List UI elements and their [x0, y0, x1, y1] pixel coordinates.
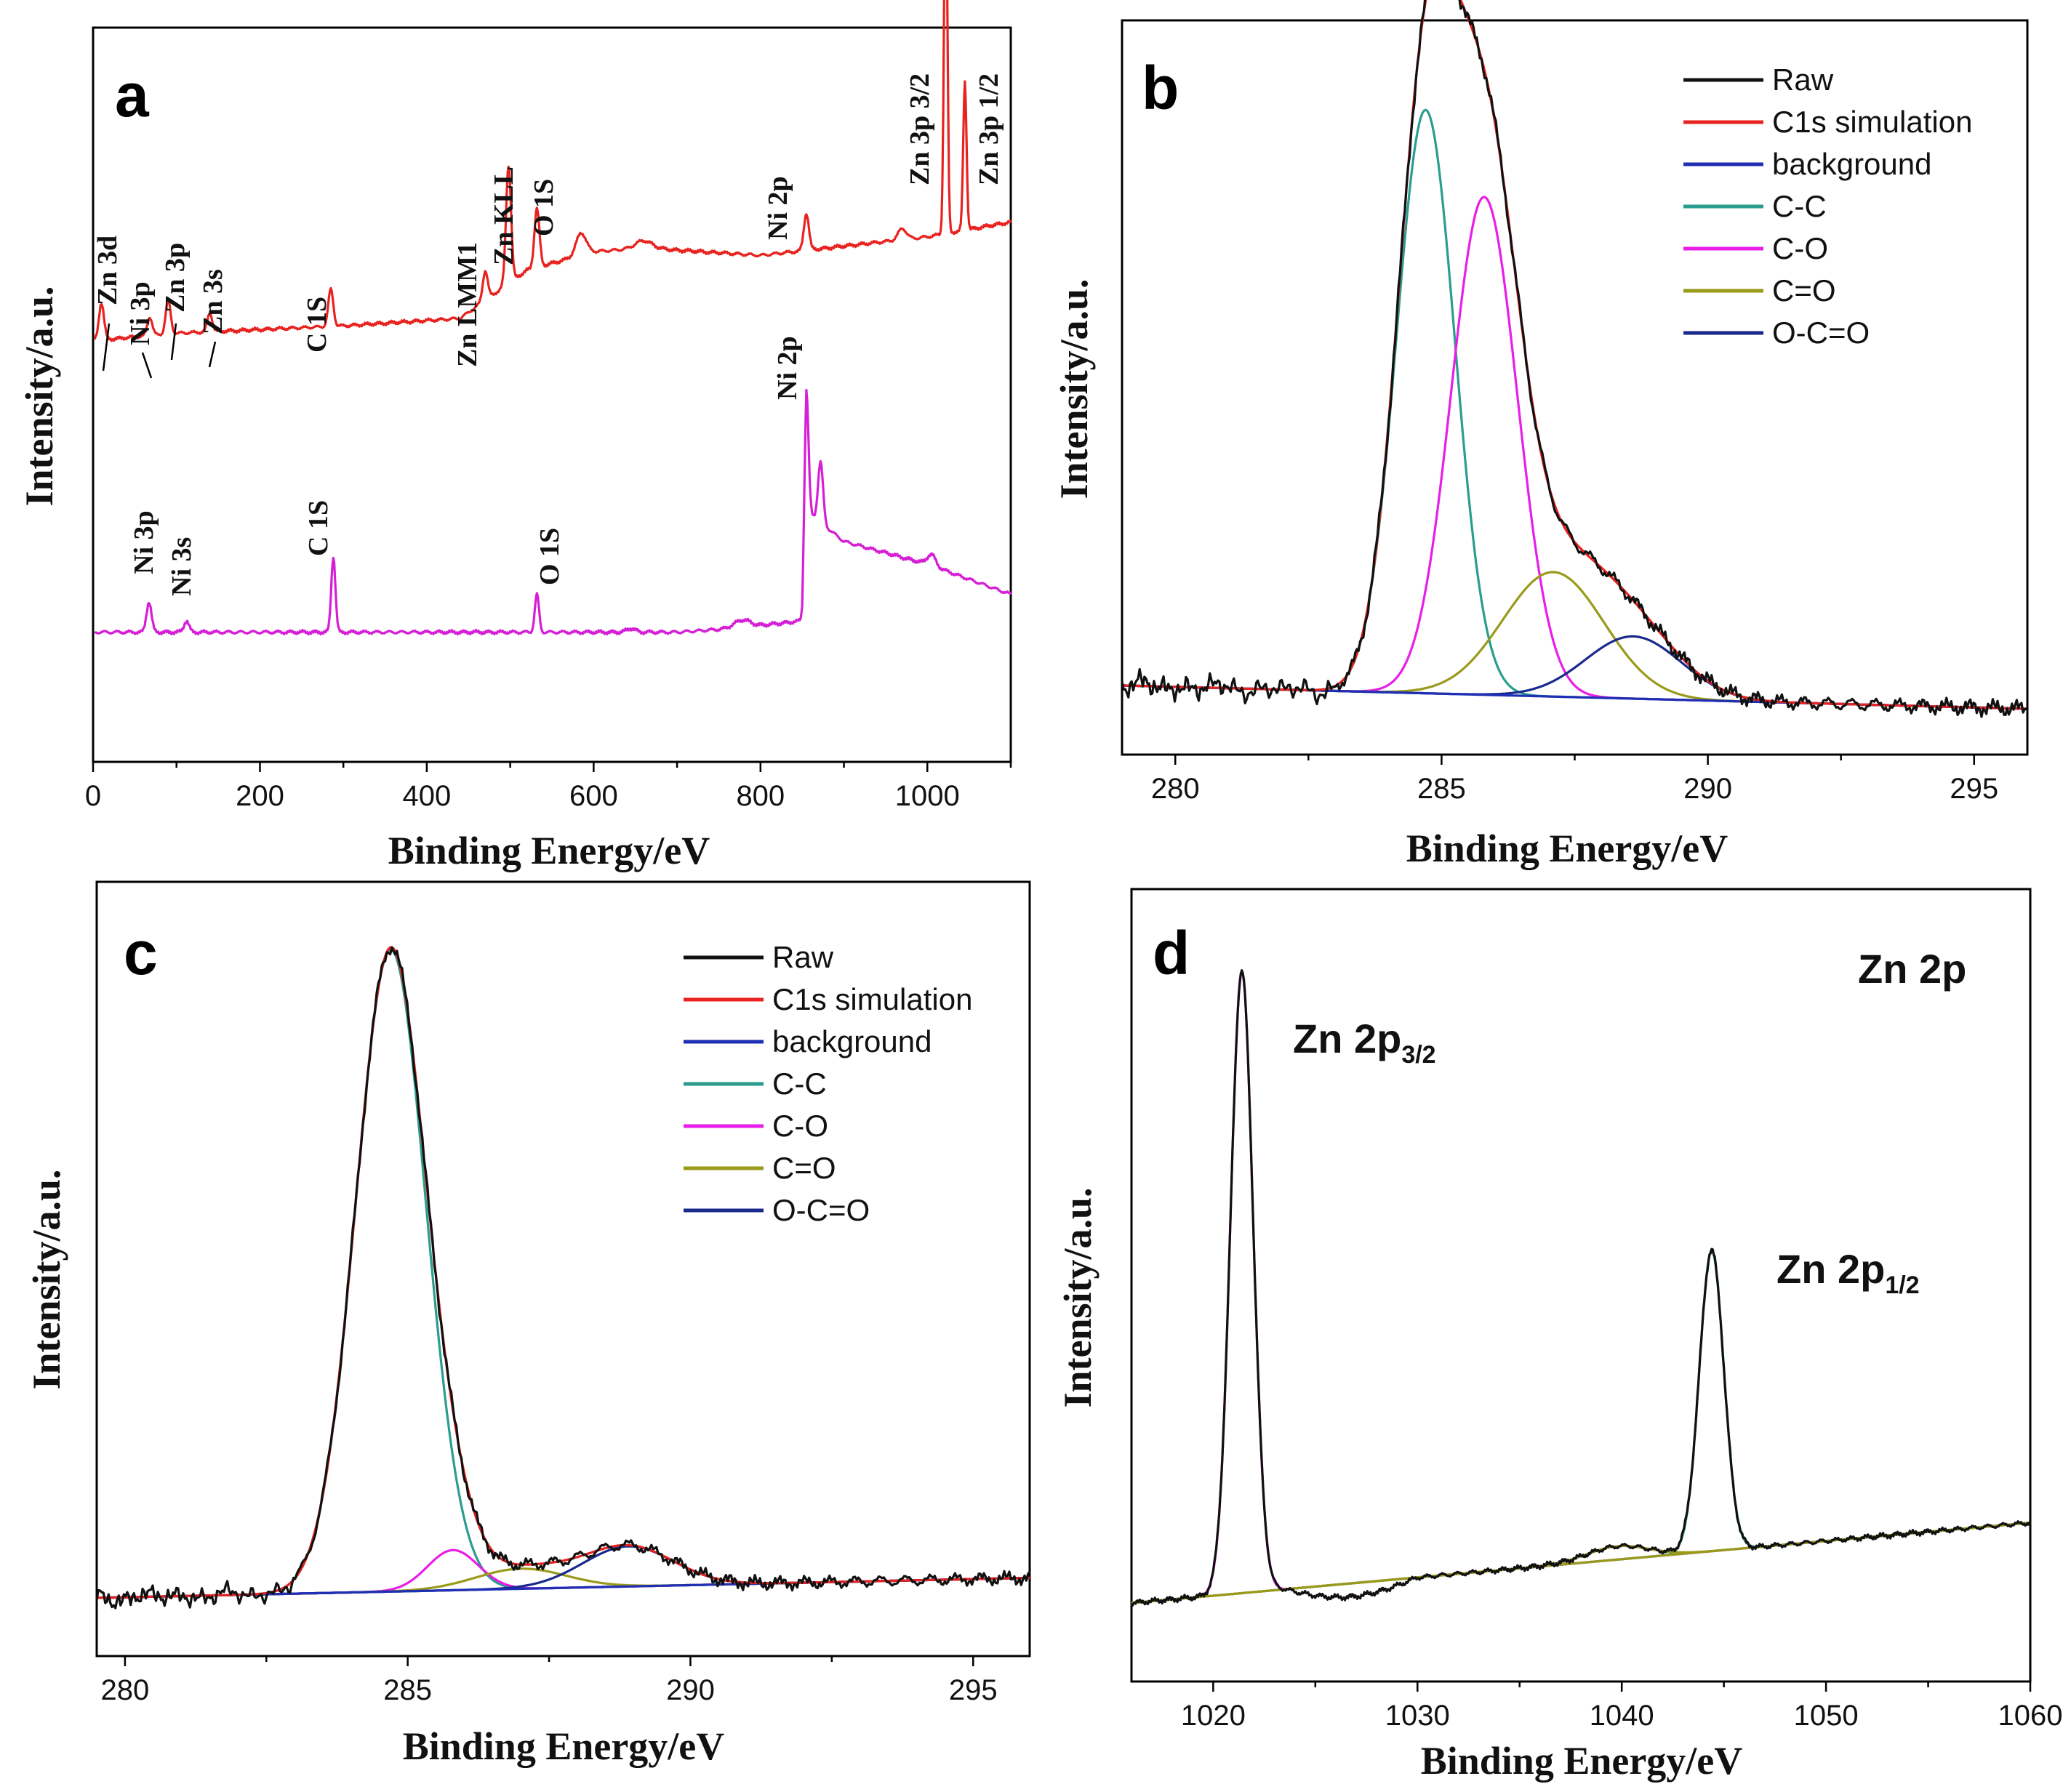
- panel-a: 0 200 400 600 800 1000 a Binding Energy/eV In…: [17, 0, 1012, 872]
- panel-letter-b: b: [1142, 54, 1179, 122]
- legend-label-4: C-O: [772, 1109, 828, 1143]
- x-tick-label-280: 280: [1151, 773, 1200, 805]
- legend-label-6: O-C=O: [1772, 316, 1870, 350]
- x-tick-label-1040: 1040: [1590, 1700, 1654, 1732]
- legend-label-5: C=O: [772, 1151, 836, 1185]
- y-axis-label-c: Intensity/a.u.: [25, 1169, 68, 1389]
- component-line-c-c: [1121, 108, 2027, 710]
- legend-label-3: C-C: [1772, 189, 1827, 223]
- x-tick-label-295: 295: [1950, 773, 1998, 805]
- arrow-ni-3p: [141, 352, 153, 379]
- series-group-c: [95, 946, 1031, 1610]
- panel-title-d: Zn 2p: [1858, 946, 1966, 992]
- panel-c: 280 285 290 295 c Binding Energy/eV Intensi…: [25, 880, 1031, 1768]
- panel-letter-d: d: [1153, 919, 1190, 987]
- x-tick-label-1000: 1000: [895, 780, 960, 812]
- annot-ni-3s: Ni 3s: [167, 537, 197, 596]
- x-tick-label-400: 400: [403, 780, 452, 812]
- x-tick-label-0: 0: [85, 780, 101, 812]
- series-group-d: [1130, 969, 2032, 1607]
- x-ticks-b: 280 285 290 295: [1151, 755, 1998, 805]
- peak-label-zn-2p32-sub: 3/2: [1401, 1041, 1435, 1069]
- legend-label-3: C-C: [772, 1066, 827, 1101]
- x-axis-label-c: Binding Energy/eV: [403, 1724, 725, 1768]
- x-tick-label-1060: 1060: [1998, 1700, 2063, 1732]
- raw-data-line: [1130, 969, 2032, 1607]
- x-ticks-c: 280 285 290 295: [101, 1656, 998, 1706]
- legend-label-0: Raw: [1772, 63, 1834, 97]
- x-tick-label-600: 600: [569, 780, 618, 812]
- x-ticks-a: 0 200 400 600 800 1000: [85, 762, 1012, 812]
- legend-label-1: C1s simulation: [1772, 105, 1972, 139]
- series-group-a: [93, 0, 1012, 636]
- x-ticks-d: 1020 1030 1040 1050 1060: [1181, 1681, 2063, 1732]
- annot-zn-lmm1: Zn LMM1: [452, 242, 483, 367]
- x-tick-label-290: 290: [1683, 773, 1732, 805]
- arrow-zn-3d: [102, 323, 111, 371]
- annot-zn-3p-12: Zn 3p 1/2: [974, 73, 1004, 185]
- component-line-c-o: [1121, 196, 2027, 710]
- x-tick-label-200: 200: [236, 780, 284, 812]
- x-tick-label-295: 295: [949, 1674, 998, 1706]
- legend-label-2: background: [772, 1024, 932, 1058]
- annot-ni-3p-top: Ni 3p: [125, 281, 156, 345]
- annot-c1s-top: C 1S: [302, 297, 332, 353]
- y-axis-label-b: Intensity/a.u.: [1052, 278, 1096, 499]
- annot-o1s-bottom: O 1S: [534, 528, 565, 585]
- x-tick-label-280: 280: [101, 1674, 150, 1706]
- panel-b: 280 285 290 295 b Binding Energy/eV Intensi…: [1052, 0, 2029, 870]
- arrow-zn-3s: [208, 341, 217, 368]
- annot-zn-3d: Zn 3d: [92, 236, 123, 305]
- panel-letter-a: a: [115, 61, 150, 129]
- panel-d: 1020 1030 1040 1050 1060 d Zn 2p Zn 2p3/2 Zn…: [1056, 888, 2063, 1783]
- x-tick-label-290: 290: [666, 1674, 715, 1706]
- peak-label-zn-2p12: Zn 2p1/2: [1776, 1246, 1920, 1299]
- component-line-o-ceo: [96, 1545, 1030, 1599]
- series-line-zn-ni: [93, 0, 1012, 342]
- legend-label-4: C-O: [1772, 231, 1828, 265]
- y-axis-label-d: Intensity/a.u.: [1056, 1187, 1099, 1407]
- annot-ni-3p-bottom: Ni 3p: [129, 510, 159, 574]
- x-axis-label-d: Binding Energy/eV: [1421, 1739, 1743, 1783]
- legend-c: Raw C1s simulation background C-C C-O C=O O-C=…: [684, 940, 972, 1227]
- annot-zn-3s: Zn 3s: [198, 269, 228, 334]
- component-line-zn 2p1-2: [1131, 1249, 2031, 1604]
- peak-label-zn-2p12-main: Zn 2p: [1776, 1246, 1885, 1292]
- x-tick-label-285: 285: [1417, 773, 1466, 805]
- legend-label-2: background: [1772, 147, 1932, 181]
- legend-b: Raw C1s simulation background C-C C-O C=O O-C=…: [1683, 63, 1972, 350]
- x-tick-label-1030: 1030: [1385, 1700, 1450, 1732]
- annot-ni-2p-top: Ni 2p: [763, 176, 793, 240]
- legend-label-5: C=O: [1772, 273, 1836, 308]
- peak-label-zn-2p12-sub: 1/2: [1885, 1271, 1919, 1299]
- legend-label-0: Raw: [772, 940, 834, 974]
- x-tick-label-285: 285: [383, 1674, 432, 1706]
- legend-label-1: C1s simulation: [772, 982, 972, 1016]
- arrow-zn-3p: [170, 323, 177, 361]
- annot-o1s-top: O 1S: [529, 179, 559, 236]
- series-group-b: [1121, 0, 2027, 718]
- plot-frame-d: [1130, 888, 2032, 1683]
- raw-data-line: [95, 946, 1031, 1610]
- x-tick-label-800: 800: [736, 780, 785, 812]
- x-tick-label-1020: 1020: [1181, 1700, 1246, 1732]
- plot-frame-c: [95, 880, 1031, 1658]
- x-axis-label-b: Binding Energy/eV: [1406, 827, 1728, 870]
- annot-c1s-bottom: C 1S: [303, 500, 334, 556]
- raw-data-line: [1121, 0, 2027, 718]
- annot-ni-2p-bottom: Ni 2p: [772, 336, 803, 400]
- plot-frame-a: [92, 26, 1012, 763]
- peak-label-zn-2p32-main: Zn 2p: [1293, 1016, 1401, 1061]
- x-axis-label-a: Binding Energy/eV: [388, 829, 710, 872]
- peak-label-zn-2p32: Zn 2p3/2: [1293, 1016, 1436, 1069]
- annot-zn-3p-32: Zn 3p 3/2: [905, 73, 935, 185]
- x-tick-label-1050: 1050: [1794, 1700, 1859, 1732]
- series-line-ni: [94, 388, 1012, 636]
- annot-zn-3p: Zn 3p: [160, 243, 191, 313]
- annot-zn-kll: Zn KLL: [489, 166, 519, 265]
- legend-label-6: O-C=O: [772, 1193, 870, 1227]
- y-axis-label-a: Intensity/a.u.: [17, 286, 61, 506]
- panel-letter-c: c: [124, 919, 158, 987]
